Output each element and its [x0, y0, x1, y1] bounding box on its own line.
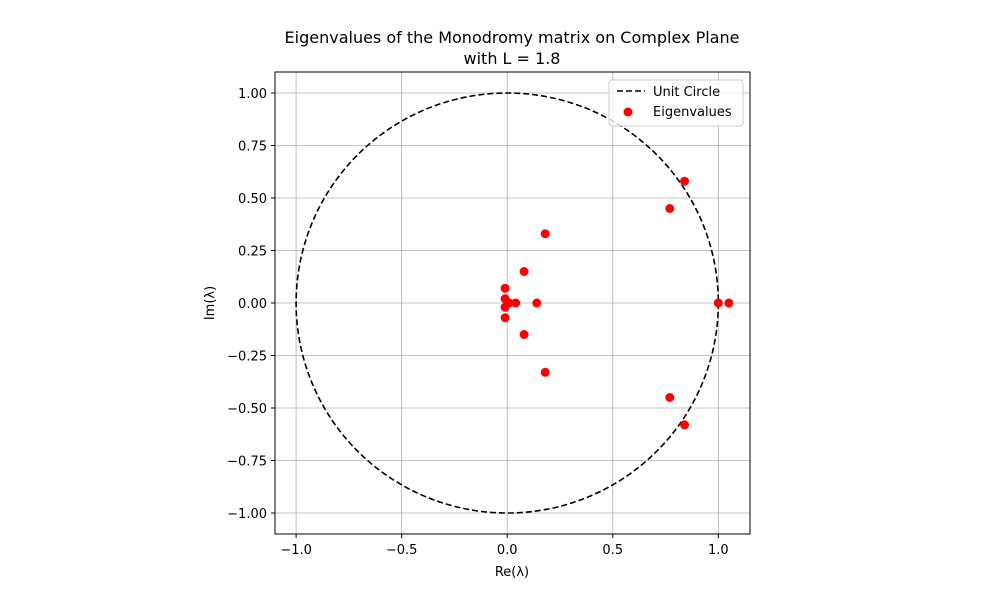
eigenvalue-point [511, 298, 521, 308]
eigenvalue-point [500, 313, 510, 323]
x-ticks: −1.0 −0.5 0.0 0.5 1.0 [280, 534, 729, 558]
eigenvalue-point [665, 204, 675, 213]
x-tick-label: 0.5 [602, 543, 623, 558]
eigenvalue-point [500, 283, 510, 293]
y-tick-label: 0.00 [238, 297, 267, 312]
eigenvalue-point [665, 393, 675, 402]
y-tick-label: −0.50 [227, 402, 267, 417]
y-tick-label: −0.75 [227, 455, 267, 470]
eigenvalue-point [519, 330, 529, 339]
legend-box [608, 79, 744, 127]
x-tick-label: 1.0 [708, 543, 729, 558]
chart-title-line-2: with L = 1.8 [464, 49, 561, 68]
eigenvalue-point [532, 298, 542, 308]
y-tick-label: −1.00 [227, 507, 267, 522]
y-tick-label: 0.25 [238, 245, 267, 260]
y-tick-label: 0.50 [238, 192, 267, 207]
eigenvalue-point [540, 229, 550, 239]
y-tick-label: 0.75 [238, 140, 267, 155]
x-tick-label: 0.0 [497, 543, 518, 558]
legend-unit-circle-label: Unit Circle [653, 85, 720, 100]
y-tick-label: 1.00 [238, 87, 267, 102]
y-tick-label: −0.25 [227, 350, 267, 365]
eigenvalue-point [724, 298, 734, 308]
y-ticks: −1.00 −0.75 −0.50 −0.25 0.00 0.25 0.50 0.75 1.00 [227, 87, 275, 522]
x-axis-label: Re(λ) [495, 565, 529, 580]
eigenvalue-point [713, 298, 723, 308]
legend-eigenvalues-label: Eigenvalues [653, 105, 732, 120]
legend: Unit Circle Eigenvalues [608, 79, 744, 127]
x-tick-label: −0.5 [386, 543, 418, 558]
eigenvalue-point [519, 267, 529, 276]
legend-eigenvalues-swatch [623, 107, 633, 117]
chart-title-line-1: Eigenvalues of the Monodromy matrix on C… [285, 28, 740, 47]
eigenvalue-points [500, 176, 734, 430]
x-tick-label: −1.0 [280, 543, 312, 558]
eigenvalue-point [500, 302, 510, 312]
y-axis-label: Im(λ) [203, 286, 218, 320]
eigenvalue-point [540, 367, 550, 377]
eigenvalue-point [500, 294, 510, 304]
eigenvalue-point [680, 176, 690, 186]
eigenvalue-point [680, 420, 690, 430]
